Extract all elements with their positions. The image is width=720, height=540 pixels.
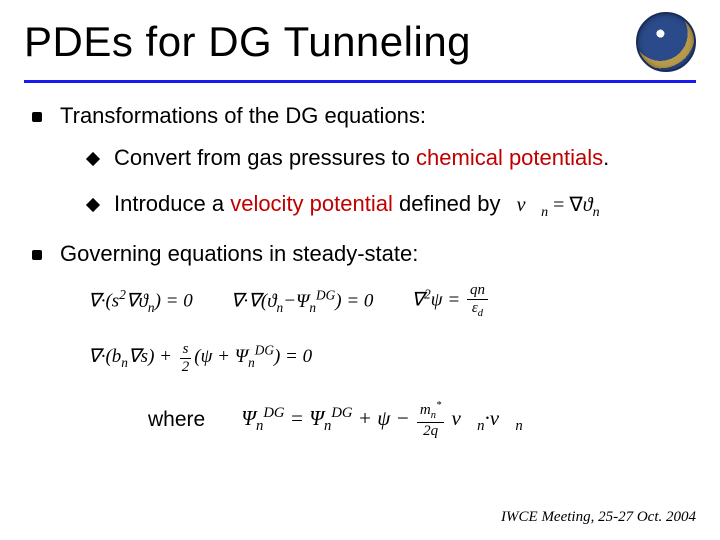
bullet-icon bbox=[32, 112, 42, 122]
inline-equation: v⃗n = ∇ϑn bbox=[507, 194, 600, 216]
sub-lead: Convert bbox=[114, 145, 191, 170]
bullet-transformations: Transformations of the DG equations: bbox=[32, 103, 696, 129]
equation-2: ∇·∇(ϑn−ΨnDG) = 0 bbox=[231, 287, 374, 315]
title-underline bbox=[24, 80, 696, 83]
sub-bullet-introduce: Introduce a velocity potential defined b… bbox=[88, 191, 696, 221]
agency-seal-icon bbox=[636, 12, 696, 72]
where-equation: ΨnDG = ΨnDG + ψ − mn*2q v⃗n·v⃗n bbox=[241, 401, 523, 440]
diamond-icon bbox=[86, 198, 100, 212]
slide-footer: IWCE Meeting, 25-27 Oct. 2004 bbox=[501, 509, 696, 526]
bullet-icon bbox=[32, 250, 42, 260]
sub-bullet-convert: Convert from gas pressures to chemical p… bbox=[88, 145, 696, 171]
sub-bullet-text: Convert from gas pressures to chemical p… bbox=[114, 145, 609, 171]
sub-rest-b: . bbox=[603, 145, 609, 170]
bullet-text: Governing equations in steady-state: bbox=[60, 241, 418, 267]
equations-block: ∇·(s2∇ϑn) = 0 ∇·∇(ϑn−ΨnDG) = 0 ∇2ψ = qnε… bbox=[32, 283, 696, 439]
sub-lead: Introduce bbox=[114, 191, 206, 216]
where-label: where bbox=[148, 408, 205, 432]
equation-1: ∇·(s2∇ϑn) = 0 bbox=[88, 287, 193, 315]
equation-4: ∇·(bn∇s) + s2(ψ + ΨnDG) = 0 bbox=[88, 346, 312, 367]
sub-bullet-text: Introduce a velocity potential defined b… bbox=[114, 191, 600, 221]
slide-body: Transformations of the DG equations: Con… bbox=[24, 103, 696, 439]
bullet-governing: Governing equations in steady-state: bbox=[32, 241, 696, 267]
sub-rest-a: a bbox=[206, 191, 230, 216]
sub-highlight: velocity potential bbox=[230, 191, 393, 216]
diamond-icon bbox=[86, 152, 100, 166]
equation-3: ∇2ψ = qnεd bbox=[411, 283, 490, 320]
sub-highlight: chemical potentials bbox=[416, 145, 603, 170]
sub-rest-a: from gas pressures to bbox=[191, 145, 416, 170]
sub-rest-b: defined by bbox=[393, 191, 501, 216]
bullet-text: Transformations of the DG equations: bbox=[60, 103, 426, 129]
slide-title: PDEs for DG Tunneling bbox=[24, 18, 471, 66]
